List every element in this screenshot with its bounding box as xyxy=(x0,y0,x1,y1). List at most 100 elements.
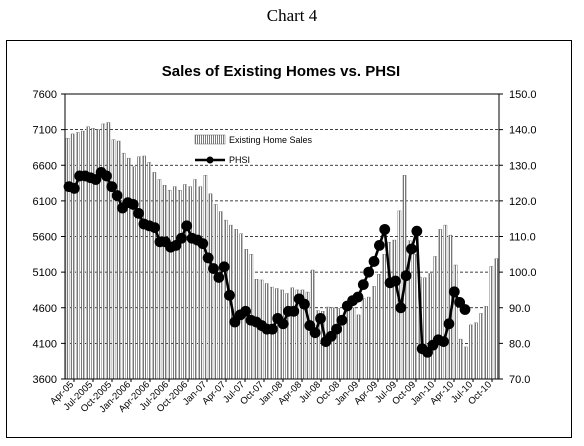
bar xyxy=(438,229,443,380)
bar xyxy=(91,127,95,380)
bar xyxy=(377,274,381,380)
phsi-point xyxy=(111,190,123,201)
phsi-point xyxy=(208,263,219,274)
y-right-tick-label: 110.0 xyxy=(509,232,536,244)
phsi-point xyxy=(101,170,112,182)
phsi-point xyxy=(352,291,364,303)
legend-swatch-marker xyxy=(206,156,214,164)
bar xyxy=(234,229,238,380)
bar xyxy=(137,156,141,380)
bar xyxy=(188,186,192,380)
y-right-tick-label: 130.0 xyxy=(509,160,537,172)
phsi-point xyxy=(68,183,80,194)
phsi-point xyxy=(459,304,471,315)
phsi-point xyxy=(133,207,144,219)
phsi-point xyxy=(197,238,209,250)
bar xyxy=(356,314,361,380)
y-left-tick-label: 6600 xyxy=(33,160,57,172)
bar xyxy=(382,254,386,380)
phsi-point xyxy=(309,327,321,339)
chart-svg: Sales of Existing Homes vs. PHSI 3600 410… xyxy=(33,63,537,415)
bar xyxy=(479,313,483,380)
bar xyxy=(198,186,203,380)
phsi-point xyxy=(438,336,449,347)
bar xyxy=(346,303,351,380)
bar xyxy=(464,346,468,380)
bar xyxy=(183,184,187,380)
bar xyxy=(372,286,376,380)
bar xyxy=(489,266,494,380)
bar xyxy=(239,233,243,380)
bar xyxy=(86,126,90,380)
phsi-point xyxy=(379,223,391,235)
bar xyxy=(167,189,172,380)
bar xyxy=(81,130,85,380)
y-right-tick-label: 120.0 xyxy=(509,196,537,208)
bar xyxy=(218,211,223,380)
bar xyxy=(172,186,177,380)
bar xyxy=(367,296,371,380)
phsi-point xyxy=(357,279,369,290)
bar xyxy=(162,184,167,380)
bar xyxy=(178,189,182,380)
bar xyxy=(70,133,75,380)
y-right-tick-label: 140.0 xyxy=(509,125,537,137)
bar xyxy=(121,152,126,380)
phsi-point xyxy=(181,220,193,232)
y-left-tick-label: 5100 xyxy=(33,267,57,279)
phsi-point xyxy=(299,298,310,310)
line-series xyxy=(63,166,471,358)
phsi-point xyxy=(127,199,139,210)
phsi-point xyxy=(448,286,460,298)
phsi-point xyxy=(331,323,342,335)
phsi-point xyxy=(390,275,401,287)
y-left-tick-label: 4600 xyxy=(33,303,57,315)
bar xyxy=(341,316,346,380)
phsi-point xyxy=(202,252,214,264)
phsi-point xyxy=(373,240,385,251)
legend-label-line: PHSI xyxy=(229,155,250,165)
bar xyxy=(127,157,131,380)
bar xyxy=(428,273,432,380)
bar xyxy=(331,307,335,380)
phsi-point xyxy=(363,266,375,278)
bar xyxy=(412,254,417,380)
bar xyxy=(213,204,218,380)
y-left-tick-label: 6100 xyxy=(33,196,57,208)
bar xyxy=(275,288,279,380)
bar xyxy=(423,277,427,380)
bar xyxy=(101,123,106,380)
phsi-point xyxy=(240,305,251,317)
bar xyxy=(75,132,80,380)
bar xyxy=(208,193,213,380)
y-left-tick-label: 4100 xyxy=(33,338,57,350)
y-left-tick-label: 7600 xyxy=(33,89,57,101)
phsi-point xyxy=(288,305,300,317)
y-left-tick-label: 7100 xyxy=(33,125,57,137)
bar xyxy=(453,264,458,380)
bar xyxy=(280,289,284,380)
y-right-tick-label: 90.0 xyxy=(509,303,530,315)
chart-title: Sales of Existing Homes vs. PHSI xyxy=(162,63,400,80)
bar xyxy=(351,307,356,380)
phsi-point xyxy=(406,243,417,255)
phsi-point xyxy=(175,232,187,244)
phsi-point xyxy=(400,270,412,282)
chart-frame: Sales of Existing Homes vs. PHSI 3600 410… xyxy=(6,40,572,438)
bar xyxy=(111,139,116,380)
bar xyxy=(494,258,499,380)
bar xyxy=(147,162,152,380)
legend: Existing Home Sales PHSI xyxy=(194,134,313,165)
y-right-tick-label: 80.0 xyxy=(509,338,530,350)
phsi-point xyxy=(411,225,423,237)
bar xyxy=(458,338,463,380)
phsi-point xyxy=(277,318,289,330)
page-heading: Chart 4 xyxy=(266,6,318,25)
bar xyxy=(203,175,208,380)
y-right-tick-label: 100.0 xyxy=(509,267,537,279)
bar xyxy=(254,279,259,380)
bar xyxy=(132,166,136,380)
bar xyxy=(290,287,294,380)
phsi-point xyxy=(443,318,455,330)
phsi-point xyxy=(213,272,225,283)
